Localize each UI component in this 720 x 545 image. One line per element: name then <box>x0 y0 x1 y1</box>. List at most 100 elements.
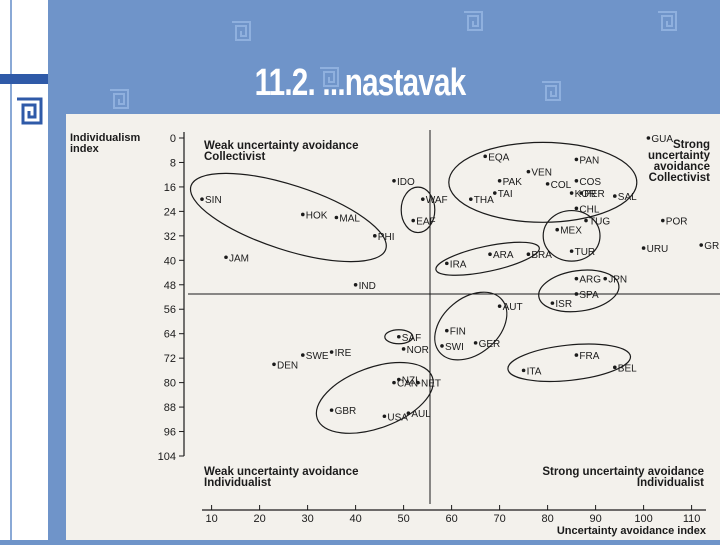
point-label-can: CAN <box>397 379 418 390</box>
point-label-ira: IRA <box>450 259 467 270</box>
cluster-outline <box>507 343 632 383</box>
x-tick-label: 30 <box>301 513 313 525</box>
point-label-usa: USA <box>387 412 408 423</box>
point-label-den: DEN <box>277 360 298 371</box>
cluster-outline <box>434 291 508 361</box>
point-eaf <box>411 218 416 223</box>
x-axis-label: Uncertainty avoidance index <box>557 525 707 537</box>
point-label-ger: GER <box>479 339 501 350</box>
x-tick-label: 20 <box>253 513 265 525</box>
point-ira <box>445 261 449 266</box>
point-eqa <box>483 154 488 159</box>
point-label-eaf: EAF <box>416 217 435 228</box>
point-label-gre: GRE <box>704 241 720 252</box>
point-label-ind: IND <box>359 281 376 292</box>
point-label-tur: TUR <box>575 247 596 258</box>
point-mal <box>334 215 339 220</box>
point-can <box>392 380 396 385</box>
point-label-nzl: NZL <box>402 376 421 387</box>
point-label-mal: MAL <box>339 214 360 225</box>
point-label-kor: KOR <box>575 189 597 200</box>
greek-key-icon <box>320 67 339 87</box>
point-label-tai: TAI <box>498 189 513 200</box>
greek-key-icon <box>17 97 43 125</box>
cluster-outline <box>542 209 601 262</box>
point-swe <box>301 353 305 357</box>
point-gre <box>699 243 703 247</box>
point-chl <box>574 206 579 211</box>
strip-line <box>10 0 12 540</box>
point-label-ara: ARA <box>493 250 514 261</box>
point-label-swe: SWE <box>306 351 329 362</box>
y-tick-label: 0 <box>170 133 176 145</box>
point-label-uru: URU <box>647 244 669 255</box>
cluster-outline <box>538 269 620 313</box>
point-mex <box>555 227 559 232</box>
point-den <box>272 362 276 367</box>
point-ind <box>353 282 358 287</box>
y-axis-label: Individualism <box>70 132 141 144</box>
quadrant-label: Weak uncertainty avoidance <box>204 466 358 478</box>
point-label-saf: SAF <box>402 333 421 344</box>
y-tick-label: 88 <box>164 402 176 414</box>
quadrant-label: Collectivist <box>204 151 266 163</box>
point-label-chl: CHL <box>579 204 599 215</box>
point-label-arg: ARG <box>579 275 601 286</box>
point-jam <box>224 255 228 260</box>
point-label-isr: ISR <box>555 299 572 310</box>
point-label-ita: ITA <box>527 366 542 377</box>
quadrant-label: Collectivist <box>649 172 711 184</box>
point-kor <box>569 191 574 195</box>
y-tick-label: 48 <box>164 280 176 292</box>
point-label-pan: PAN <box>579 155 599 166</box>
point-ido <box>392 179 396 183</box>
point-label-hok: HOK <box>306 210 328 221</box>
x-tick-label: 110 <box>683 513 701 525</box>
point-label-fin: FIN <box>450 327 466 338</box>
point-label-nor: NOR <box>407 345 429 356</box>
cluster-outline <box>315 361 434 434</box>
point-nzl <box>397 377 401 382</box>
y-tick-label: 40 <box>164 255 176 267</box>
point-label-tha: THA <box>474 195 494 206</box>
y-tick-label: 64 <box>164 329 176 341</box>
point-tai <box>493 191 497 195</box>
x-tick-label: 80 <box>541 513 553 525</box>
point-aut <box>497 304 502 308</box>
point-label-tug: TUG <box>589 217 610 228</box>
quadrant-label: Individualist <box>204 477 271 489</box>
point-label-fra: FRA <box>579 351 599 362</box>
point-label-aut: AUT <box>503 302 523 313</box>
point-isr <box>550 301 555 305</box>
strip-bar <box>0 74 48 84</box>
y-tick-label: 24 <box>164 206 176 218</box>
cluster-outlines <box>189 141 638 434</box>
point-gua <box>646 136 651 140</box>
point-por <box>661 218 665 223</box>
point-pak <box>497 179 502 183</box>
point-label-aul: AUL <box>411 409 431 420</box>
x-tick-label: 50 <box>397 513 409 525</box>
point-label-ven: VEN <box>531 168 552 179</box>
point-tha <box>469 197 473 201</box>
point-sal <box>613 194 617 198</box>
point-fin <box>445 328 449 333</box>
cluster-outline <box>435 241 540 276</box>
point-label-spa: SPA <box>579 290 599 301</box>
point-col <box>545 182 550 186</box>
point-label-sal: SAL <box>618 192 637 203</box>
y-axis-label: index <box>70 143 100 155</box>
point-jpn <box>603 276 607 281</box>
point-label-phi: PHI <box>378 232 395 243</box>
x-tick-label: 70 <box>493 513 505 525</box>
point-label-swi: SWI <box>445 342 464 353</box>
point-gbr <box>329 408 334 412</box>
y-tick-label: 104 <box>158 451 176 463</box>
quadrant-label: uncertainty <box>648 150 711 162</box>
quadrant-labels: Weak uncertainty avoidanceCollectivistSt… <box>204 139 711 489</box>
y-tick-label: 80 <box>164 378 176 390</box>
cluster-outline <box>384 329 414 345</box>
